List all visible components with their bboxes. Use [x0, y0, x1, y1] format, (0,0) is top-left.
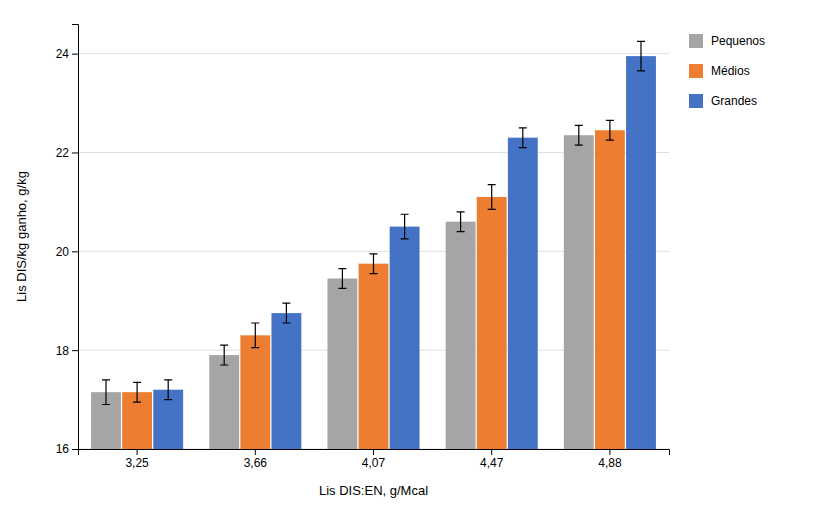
- error-bar: [519, 128, 527, 148]
- tick-label: 16: [56, 442, 70, 456]
- error-bar: [401, 214, 409, 239]
- y-axis-title: Lis DIS/kg ganho, g/kg: [14, 171, 29, 302]
- error-bar: [457, 212, 465, 232]
- tick: 4,88: [598, 449, 622, 470]
- tick-label: 20: [56, 245, 70, 259]
- tick: 22: [56, 146, 78, 160]
- tick: 20: [56, 245, 78, 259]
- error-bar: [606, 120, 614, 140]
- tick-label: 4,47: [480, 456, 504, 470]
- error-bar: [282, 303, 290, 323]
- legend: Pequenos Médios Grandes: [689, 34, 765, 108]
- error-bar: [338, 269, 346, 289]
- legend-item: Pequenos: [689, 34, 765, 48]
- tick-label: 3,25: [125, 456, 149, 470]
- plot: 3,25 3,66 4,07 4,47 4,88 16 18 20 22 24 Lis DIS:EN…: [14, 25, 670, 513]
- tick-mark: [72, 54, 78, 55]
- bar: [327, 279, 357, 449]
- tick-mark: [255, 449, 256, 455]
- tick: 16: [56, 442, 78, 456]
- tick: 3,66: [244, 449, 268, 470]
- bar: [477, 197, 507, 449]
- legend-label: Pequenos: [711, 34, 765, 48]
- error-bar: [220, 345, 228, 365]
- bar: [626, 56, 656, 449]
- bar: [446, 222, 476, 449]
- legend-item: Médios: [689, 64, 750, 78]
- error-bar: [488, 185, 496, 210]
- tick: 24: [56, 47, 78, 61]
- legend-swatch: [689, 34, 703, 48]
- series: [153, 41, 656, 449]
- tick: 4,47: [480, 449, 504, 470]
- tick: 4,07: [362, 449, 386, 470]
- tick-mark: [72, 152, 78, 153]
- tick: 3,25: [125, 449, 149, 470]
- error-bar: [133, 382, 141, 402]
- error-bar: [370, 254, 378, 274]
- error-bar: [102, 380, 110, 405]
- axis-line: [79, 450, 670, 456]
- x-axis-title: Lis DIS:EN, g/Mcal: [319, 483, 428, 498]
- tick-label: 22: [56, 146, 70, 160]
- bar: [595, 130, 625, 449]
- bar: [390, 227, 420, 449]
- tick-label: 3,66: [244, 456, 268, 470]
- bar: [508, 138, 538, 449]
- legend-swatch: [689, 94, 703, 108]
- marks: [91, 41, 656, 449]
- series: [91, 125, 594, 449]
- bar: [271, 313, 301, 449]
- tick-mark: [72, 449, 78, 450]
- bar: [209, 355, 239, 449]
- grid-line: [78, 53, 669, 54]
- legend-item: Grandes: [689, 94, 757, 108]
- tick-mark: [609, 449, 610, 455]
- legend-swatch: [689, 64, 703, 78]
- tick-mark: [72, 350, 78, 351]
- chart: 3,25 3,66 4,07 4,47 4,88 16 18 20 22 24 Lis DIS:EN…: [0, 0, 819, 513]
- bar: [240, 335, 270, 449]
- tick-label: 18: [56, 344, 70, 358]
- tick-label: 4,07: [362, 456, 386, 470]
- legend-label: Grandes: [711, 94, 757, 108]
- error-bar: [164, 380, 172, 400]
- error-bar: [251, 323, 259, 348]
- tick-label: 24: [56, 47, 70, 61]
- y-axis: 16 18 20 22 24: [56, 25, 79, 457]
- tick-mark: [491, 449, 492, 455]
- series: [122, 120, 625, 449]
- tick: 18: [56, 344, 78, 358]
- bar: [359, 264, 389, 449]
- legend-label: Médios: [711, 64, 750, 78]
- error-bar: [637, 41, 645, 71]
- bar: [564, 135, 594, 449]
- tick-mark: [72, 251, 78, 252]
- x-axis: 3,25 3,66 4,07 4,47 4,88: [79, 449, 670, 470]
- tick-mark: [373, 449, 374, 455]
- tick-mark: [137, 449, 138, 455]
- axis-line: [72, 25, 79, 450]
- error-bar: [575, 125, 583, 145]
- tick-label: 4,88: [598, 456, 622, 470]
